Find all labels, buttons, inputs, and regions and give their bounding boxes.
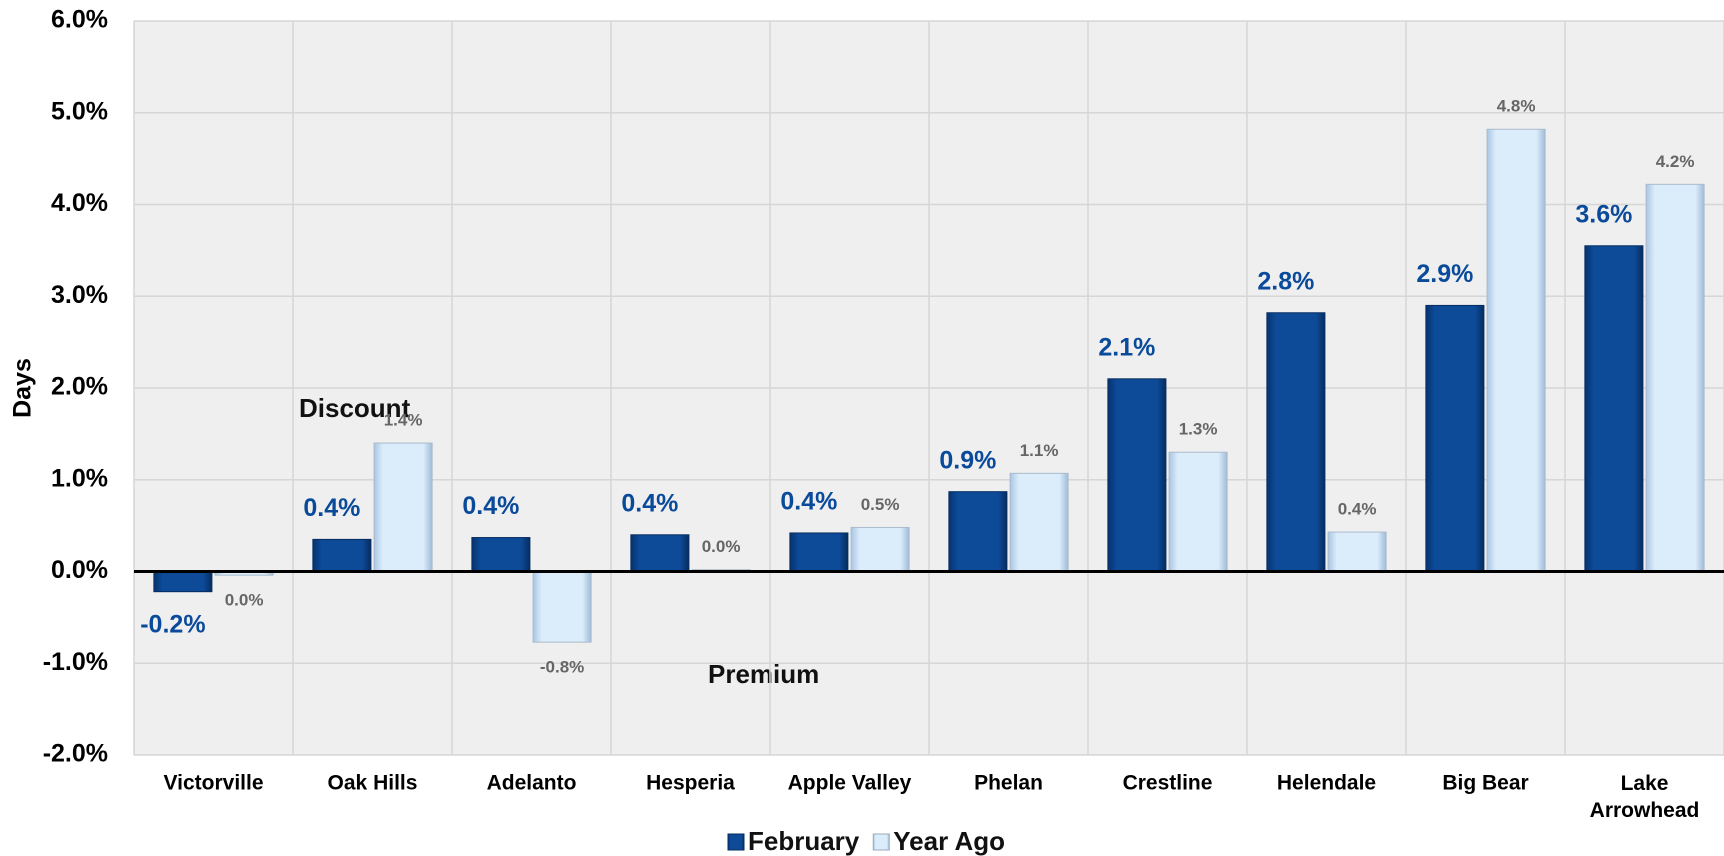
legend-swatch [872,833,890,851]
bar [1486,128,1546,572]
bar [1425,304,1485,572]
bar [471,537,531,572]
y-tick-label: 1.0% [51,464,108,492]
data-label: 1.1% [1020,441,1059,460]
bar [1107,378,1167,573]
data-label: -0.8% [540,658,584,677]
y-tick-label: 0.0% [51,556,108,584]
bar [948,491,1008,572]
annotation: Discount [299,393,411,423]
data-label: 4.2% [1656,152,1695,171]
y-tick-label: -1.0% [43,648,108,676]
y-tick-label: 3.0% [51,281,108,309]
bar [630,534,690,572]
y-tick-label: -2.0% [43,740,108,768]
legend-swatch [727,833,745,851]
bar [532,571,592,643]
x-tick-label: Victorville [164,772,264,795]
x-tick-label: Oak Hills [328,772,418,795]
bar [373,442,433,572]
x-tick-label: Adelanto [487,772,577,795]
x-tick-label: Phelan [974,772,1043,795]
data-label: 2.9% [1416,260,1473,288]
bar [1009,472,1069,573]
data-label: 4.8% [1497,97,1536,116]
y-tick-label: 2.0% [51,373,108,401]
data-label: 0.5% [861,495,900,514]
bar [1645,183,1705,572]
data-label: 0.4% [1338,500,1377,519]
y-tick-label: 6.0% [51,6,108,34]
bar [1584,245,1644,572]
data-label: 1.4% [384,411,423,430]
x-tick-label: Big Bear [1442,772,1528,795]
x-tick-label: Crestline [1123,772,1213,795]
data-label: 0.4% [780,488,837,516]
data-label: 0.0% [702,537,741,556]
y-tick-label: 4.0% [51,189,108,217]
data-label: 0.4% [303,494,360,522]
data-label: 1.3% [1179,420,1218,439]
bar [1266,312,1326,572]
data-label: 0.4% [621,489,678,517]
x-tick-label: Apple Valley [788,772,912,795]
bar [153,571,213,593]
x-tick-label: Hesperia [646,772,735,795]
y-tick-label: 5.0% [51,97,108,125]
data-label: 0.4% [462,492,519,520]
bar [789,532,849,573]
x-tick-label: Lake Arrowhead [1590,772,1700,822]
legend-label: February [748,826,860,856]
bar [850,526,910,573]
data-label: 3.6% [1575,200,1632,228]
data-label: 2.8% [1257,267,1314,295]
legend-label: Year Ago [893,826,1005,856]
data-label: 0.0% [225,591,264,610]
bar [312,538,372,573]
bar [1327,531,1387,572]
y-axis-label: Days [9,358,37,418]
data-label: -0.2% [140,610,205,638]
x-tick-label: Helendale [1277,772,1376,795]
data-label: 2.1% [1098,333,1155,361]
data-label: 0.9% [939,446,996,474]
bar [1168,451,1228,573]
